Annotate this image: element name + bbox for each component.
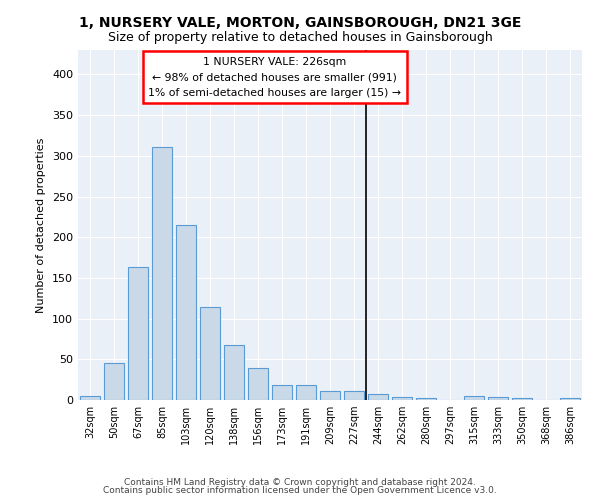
Bar — [104, 362, 124, 400]
Bar — [80, 396, 100, 400]
Text: 1, NURSERY VALE, MORTON, GAINSBOROUGH, DN21 3GE: 1, NURSERY VALE, MORTON, GAINSBOROUGH, D… — [79, 16, 521, 30]
Text: Contains public sector information licensed under the Open Government Licence v3: Contains public sector information licen… — [103, 486, 497, 495]
Bar — [176, 225, 196, 400]
Text: Contains HM Land Registry data © Crown copyright and database right 2024.: Contains HM Land Registry data © Crown c… — [124, 478, 476, 487]
Bar — [200, 307, 220, 400]
Bar — [416, 398, 436, 400]
Bar — [224, 346, 244, 400]
Y-axis label: Number of detached properties: Number of detached properties — [37, 138, 46, 312]
Bar — [152, 147, 172, 400]
Bar — [488, 396, 508, 400]
Text: 1 NURSERY VALE: 226sqm
← 98% of detached houses are smaller (991)
1% of semi-det: 1 NURSERY VALE: 226sqm ← 98% of detached… — [148, 56, 401, 98]
Bar — [560, 398, 580, 400]
Bar — [512, 398, 532, 400]
Text: Size of property relative to detached houses in Gainsborough: Size of property relative to detached ho… — [107, 31, 493, 44]
Bar — [320, 391, 340, 400]
Bar — [344, 391, 364, 400]
Bar — [128, 266, 148, 400]
Bar — [248, 368, 268, 400]
Bar — [392, 396, 412, 400]
Bar — [464, 396, 484, 400]
Bar — [272, 386, 292, 400]
Bar — [296, 386, 316, 400]
Bar — [368, 394, 388, 400]
